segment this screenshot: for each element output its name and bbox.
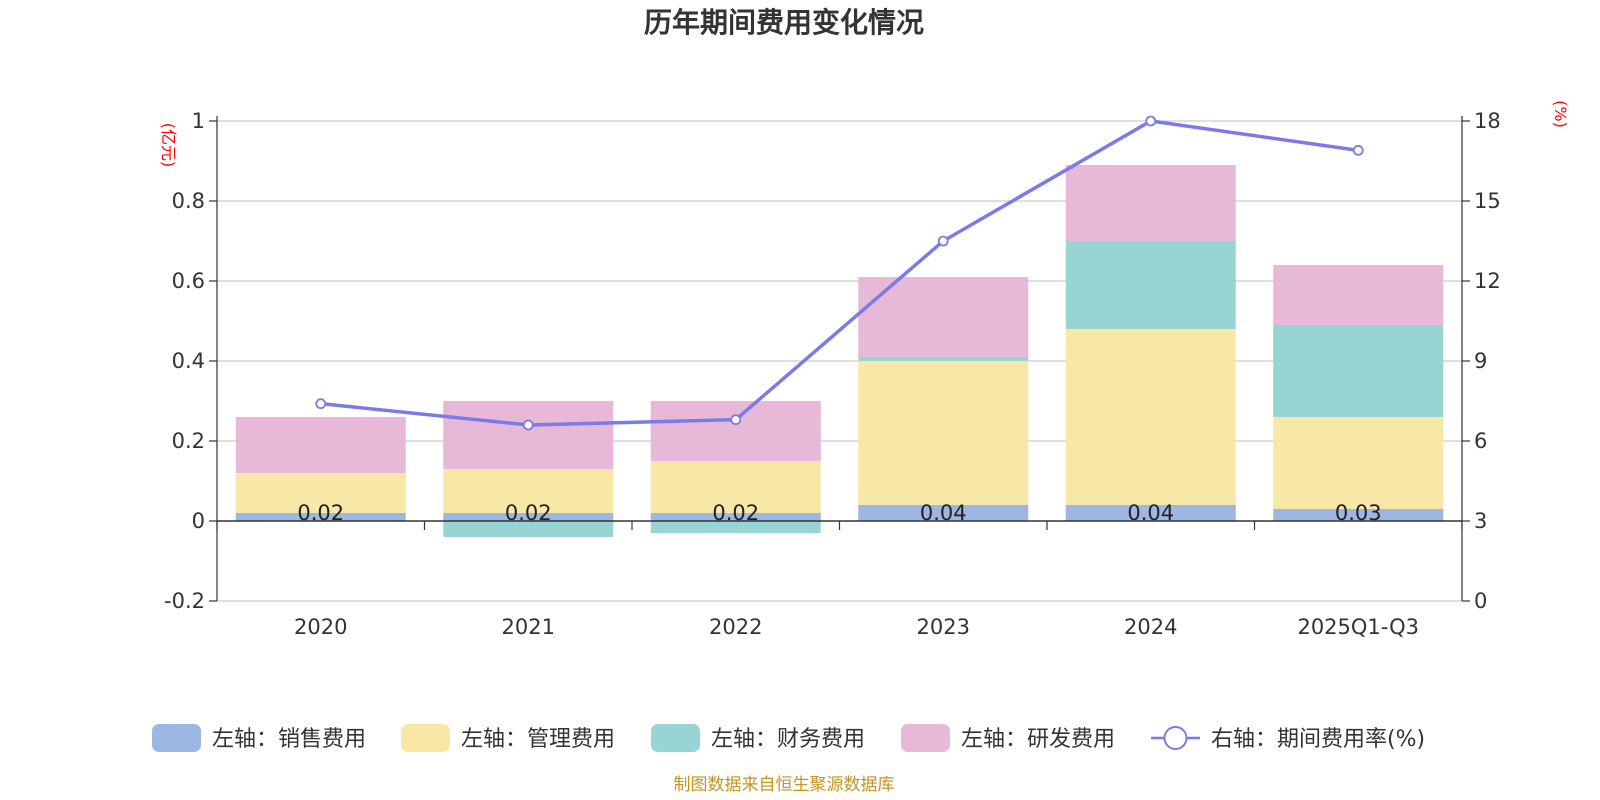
x-axis-tick-label: 2022 <box>709 615 762 639</box>
bar-segment <box>443 401 614 469</box>
bar-segment <box>1273 417 1444 509</box>
bar-segment <box>1273 265 1444 325</box>
left-axis-tick-label: 0.8 <box>172 189 205 213</box>
bar-segment <box>443 513 614 521</box>
bar-segment <box>443 469 614 513</box>
bar-segment <box>650 521 821 533</box>
legend-swatch <box>901 724 950 752</box>
bar-segment <box>858 505 1029 521</box>
x-axis-tick-label: 2023 <box>917 615 970 639</box>
legend-label: 左轴：销售费用 <box>212 727 366 752</box>
data-labels: 0.02 0.02 0.02 0.04 0.04 0.03 <box>297 501 1381 525</box>
bar-segment <box>858 277 1029 357</box>
right-axis-tick-label: 9 <box>1474 349 1487 373</box>
bar-series <box>235 165 1444 537</box>
bar-segment <box>235 513 406 521</box>
bar-segment <box>235 417 406 473</box>
bar-segment <box>858 361 1029 505</box>
legend-marker <box>1163 726 1188 750</box>
data-label: 0.04 <box>920 501 967 525</box>
gridlines <box>209 120 1470 602</box>
right-axis-tick-label: 12 <box>1474 269 1501 293</box>
right-axis-tick-label: 6 <box>1474 429 1487 453</box>
bar-segment <box>858 357 1029 361</box>
x-axis-tick-label: 2024 <box>1124 615 1177 639</box>
left-axis-tick-label: 0 <box>192 509 205 533</box>
legend-swatch <box>651 724 700 752</box>
legend-label: 左轴：财务费用 <box>711 727 865 752</box>
rate-point <box>1145 115 1157 127</box>
data-label: 0.02 <box>297 501 344 525</box>
legend-label: 右轴：期间费用率(%) <box>1211 727 1425 752</box>
rate-point <box>937 235 949 247</box>
left-axis-tick-label: 0.4 <box>172 349 205 373</box>
left-axis-unit: (亿元) <box>159 123 178 168</box>
bar-segment <box>1273 509 1444 521</box>
right-axis-tick-label: 15 <box>1474 189 1501 213</box>
left-axis-tick-label: 1 <box>192 109 205 133</box>
bar-segment <box>443 521 614 537</box>
bar-segment <box>650 461 821 513</box>
left-axis-tick-label: 0.6 <box>172 269 205 293</box>
left-axis-tick-label: 0.2 <box>172 429 205 453</box>
right-axis-tick-label: 18 <box>1474 109 1501 133</box>
legend-swatch <box>401 724 450 752</box>
legend: 左轴：销售费用 左轴：管理费用 左轴：财务费用 左轴：研发费用 右轴：期间费用率(%) <box>152 724 1425 752</box>
legend-swatch <box>152 724 201 752</box>
rate-point <box>1352 144 1364 156</box>
rate-point <box>730 414 742 426</box>
data-label: 0.04 <box>1127 501 1174 525</box>
bar-segment <box>1065 329 1236 505</box>
axes <box>216 116 1463 601</box>
data-label: 0.02 <box>712 501 759 525</box>
bar-segment <box>650 401 821 461</box>
footer-source: 制图数据来自恒生聚源数据库 <box>674 775 895 795</box>
right-axis-unit: (%) <box>1551 100 1570 128</box>
tick-labels: -0.2 0 0.2 0.4 0.6 0.8 1 0 3 6 9 12 15 18 2020 2021 2022… <box>164 109 1501 639</box>
legend-label: 左轴：管理费用 <box>461 727 615 752</box>
line-series <box>315 115 1364 431</box>
x-axis-tick-label: 2025Q1-Q3 <box>1297 615 1419 639</box>
rate-point <box>522 419 534 431</box>
bar-segment <box>1065 165 1236 241</box>
right-axis-tick-label: 0 <box>1474 589 1487 613</box>
rate-line <box>320 119 1359 427</box>
bar-segment <box>1273 325 1444 417</box>
bar-segment <box>1065 241 1236 329</box>
x-axis-tick-label: 2020 <box>294 615 347 639</box>
chart-title: 历年期间费用变化情况 <box>644 6 924 39</box>
data-label: 0.02 <box>505 501 552 525</box>
data-label: 0.03 <box>1335 501 1382 525</box>
bar-segment <box>1065 505 1236 521</box>
legend-label: 左轴：研发费用 <box>961 727 1115 752</box>
left-axis-tick-label: -0.2 <box>164 589 205 613</box>
right-axis-tick-label: 3 <box>1474 509 1487 533</box>
bar-segment <box>650 513 821 521</box>
rate-point <box>315 398 327 410</box>
bar-segment <box>235 473 406 513</box>
x-axis-tick-label: 2021 <box>502 615 555 639</box>
